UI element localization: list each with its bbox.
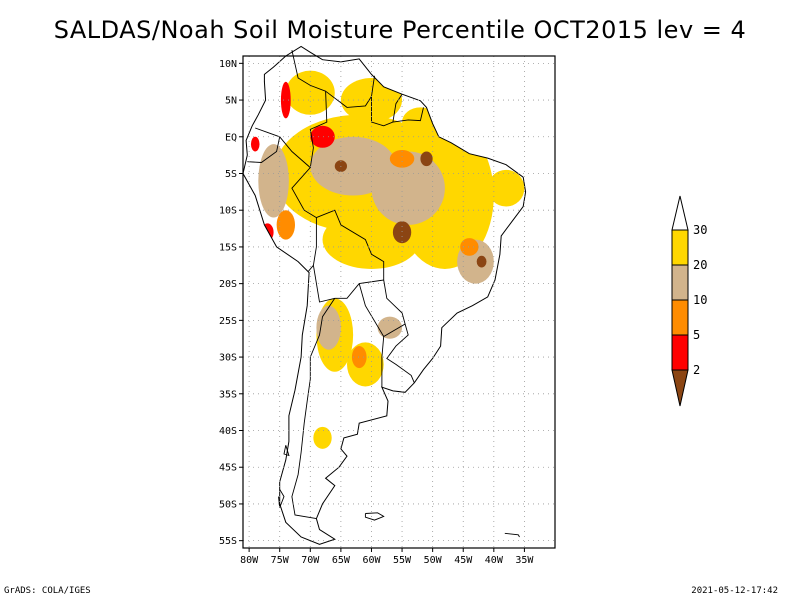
footer-credit: GrADS: COLA/IGES [4,586,91,596]
lat-tick-label: 5S [225,169,237,180]
shaded-region-c10-20 [377,316,403,339]
shaded-region-c10-20 [258,144,289,218]
map-frame [242,55,556,549]
shaded-region-c10-20 [316,305,341,350]
lon-tick-label: 40W [485,555,504,566]
axis-ticks: 10N 5N EQ 5S 10S 15S 20S 25S 30S 35S 40S 45S 50S 55S8… [219,59,534,566]
legend-label: 30 [693,223,707,237]
coastline [242,45,527,545]
lon-tick-label: 80W [240,555,259,566]
legend-label: 20 [693,258,707,272]
lat-tick-label: 55S [219,536,237,547]
legend-label: 5 [693,328,700,342]
lon-tick-label: 55W [393,555,412,566]
lon-tick-label: 75W [271,555,290,566]
shaded-region-below [476,255,487,268]
lat-tick-label: 10S [219,206,237,217]
gridlines [243,56,555,548]
shaded-region-c2-5 [310,125,335,148]
legend-label: 2 [693,363,700,377]
lat-tick-label: 50S [219,499,237,510]
shaded-region-c5-10 [351,346,367,369]
legend-below-2 [671,369,689,407]
legend-label: 10 [693,293,707,307]
legend-band-5-10 [671,299,689,336]
lon-tick-label: 60W [362,555,381,566]
land-layer [242,45,527,545]
legend-band-20-30 [671,229,689,266]
shaded-region-c5-10 [276,210,295,240]
color-legend: 30 20 10 5 2 [671,195,707,407]
lat-tick-label: 35S [219,389,237,400]
shaded-region-c20-30 [402,107,439,137]
islands-outline [278,445,520,538]
shaded-region-c20-30 [313,426,332,449]
lat-tick-label: 10N [219,59,237,70]
shaded-region-c20-30 [347,342,384,387]
footer-timestamp: 2021-05-12-17:42 [691,586,778,596]
lat-tick-label: 25S [219,316,237,327]
lon-tick-label: 70W [301,555,320,566]
shaded-region-c5-10 [460,238,479,256]
lat-tick-label: 30S [219,353,237,364]
shaded-region-c5-10 [389,149,415,168]
shaded-region-below [420,151,433,167]
legend-above-30 [671,195,689,231]
lon-tick-label: 65W [332,555,351,566]
lat-tick-label: 40S [219,426,237,437]
shaded-region-c2-5 [280,81,291,119]
map-title: SALDAS/Noah Soil Moisture Percentile OCT… [53,16,747,44]
lon-tick-label: 35W [515,555,534,566]
legend-band-10-20 [671,264,689,301]
lat-tick-label: 15S [219,242,237,253]
shaded-region-below [392,221,412,244]
lon-tick-label: 50W [424,555,443,566]
shaded-region-c20-30 [285,70,335,115]
lat-tick-label: 45S [219,463,237,474]
legend-band-2-5 [671,334,689,371]
shaded-region-c10-20 [371,151,445,225]
lat-tick-label: EQ [225,132,237,143]
lat-tick-label: 5N [225,96,237,107]
shaded-region-c20-30 [487,169,525,207]
lat-tick-label: 20S [219,279,237,290]
lon-tick-label: 45W [454,555,473,566]
shaded-region-c2-5 [250,136,260,152]
country-borders [247,50,424,520]
